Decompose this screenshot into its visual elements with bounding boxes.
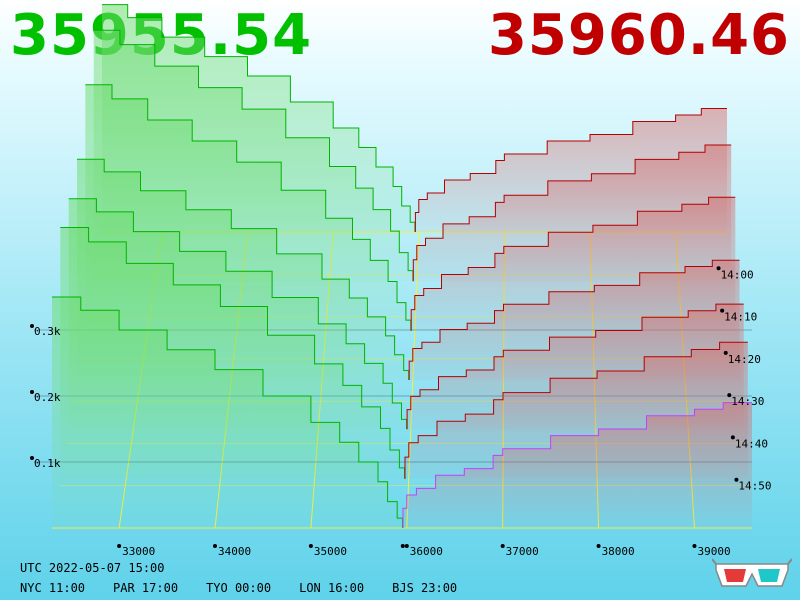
price-tick-label: 37000 <box>506 545 539 558</box>
chart-series-layer <box>52 4 752 528</box>
bid-depth-fill <box>52 297 403 528</box>
bid-depth-line <box>93 29 414 282</box>
3d-glasses-icon[interactable] <box>712 556 792 590</box>
time-tick-marker <box>716 266 721 271</box>
price-tick-marker <box>404 544 409 548</box>
time-tick-label: 14:50 <box>738 480 771 493</box>
bid-depth-line <box>52 296 403 528</box>
time-tick-marker <box>734 477 739 482</box>
price-tick-marker <box>500 544 505 548</box>
price-tick-marker <box>213 544 218 548</box>
latest-ask-depth-line <box>402 402 752 528</box>
time-tick-label: 14:20 <box>728 353 761 366</box>
mid-price-marker <box>400 544 405 548</box>
price-tick-label: 34000 <box>218 545 251 558</box>
price-tick-label: 35000 <box>314 545 347 558</box>
ask-depth-line <box>410 196 736 331</box>
time-tick-marker <box>730 435 735 440</box>
utc-timestamp: UTC 2022-05-07 15:00 <box>20 561 165 575</box>
price-tick-marker <box>117 544 122 548</box>
world-clock-nyc: NYC 11:00 <box>20 581 86 595</box>
price-tick-marker <box>692 544 697 548</box>
depth-tick-label: 0.2k <box>34 391 61 404</box>
ask-depth-line <box>406 303 744 430</box>
bid-depth-line <box>60 227 406 479</box>
bid-depth-line <box>68 198 408 430</box>
ask-depth-line <box>414 108 727 232</box>
depth-tick-marker <box>30 324 34 328</box>
depth-tick-label: 0.1k <box>34 457 61 470</box>
time-tick-label: 14:10 <box>724 311 757 324</box>
price-tick-label: 39000 <box>697 545 730 558</box>
ask-depth-line <box>412 144 732 282</box>
bid-depth-line <box>85 84 412 331</box>
ask-price: 35960.46 <box>487 3 790 68</box>
bid-depth-line <box>77 158 410 380</box>
depth-tick-marker <box>30 390 34 394</box>
time-tick-marker <box>727 393 732 398</box>
time-tick-marker <box>723 350 728 355</box>
world-clock: NYC 11:00 PAR 17:00 TYO 00:00 LON 16:00 … <box>20 581 457 595</box>
chart-label-layer: 33000 34000 35000 36000 37000 38000 39000 14:00… <box>30 266 772 558</box>
price-tick-marker <box>596 544 601 548</box>
price-tick-label: 36000 <box>410 545 443 558</box>
world-clock-par: PAR 17:00 <box>113 581 179 595</box>
time-tick-label: 14:40 <box>735 437 768 450</box>
ask-depth-line <box>404 341 748 479</box>
world-clock-tyo: TYO 00:00 <box>206 581 272 595</box>
price-tick-label: 38000 <box>602 545 635 558</box>
depth-tick-label: 0.3k <box>34 325 61 338</box>
world-clock-bjs: BJS 23:00 <box>392 581 458 595</box>
order-book-depth-chart: 33000 34000 35000 36000 37000 38000 39000 14:00… <box>30 4 772 558</box>
ask-depth-fill <box>402 402 752 528</box>
time-tick-label: 14:00 <box>721 268 754 281</box>
price-tick-marker <box>308 544 313 548</box>
bid-depth-line <box>102 4 416 232</box>
time-tick-marker <box>720 308 725 313</box>
time-tick-label: 14:30 <box>731 395 764 408</box>
price-tick-label: 33000 <box>122 545 155 558</box>
ask-depth-line <box>408 259 740 380</box>
depth-tick-marker <box>30 456 34 460</box>
world-clock-lon: LON 16:00 <box>299 581 365 595</box>
